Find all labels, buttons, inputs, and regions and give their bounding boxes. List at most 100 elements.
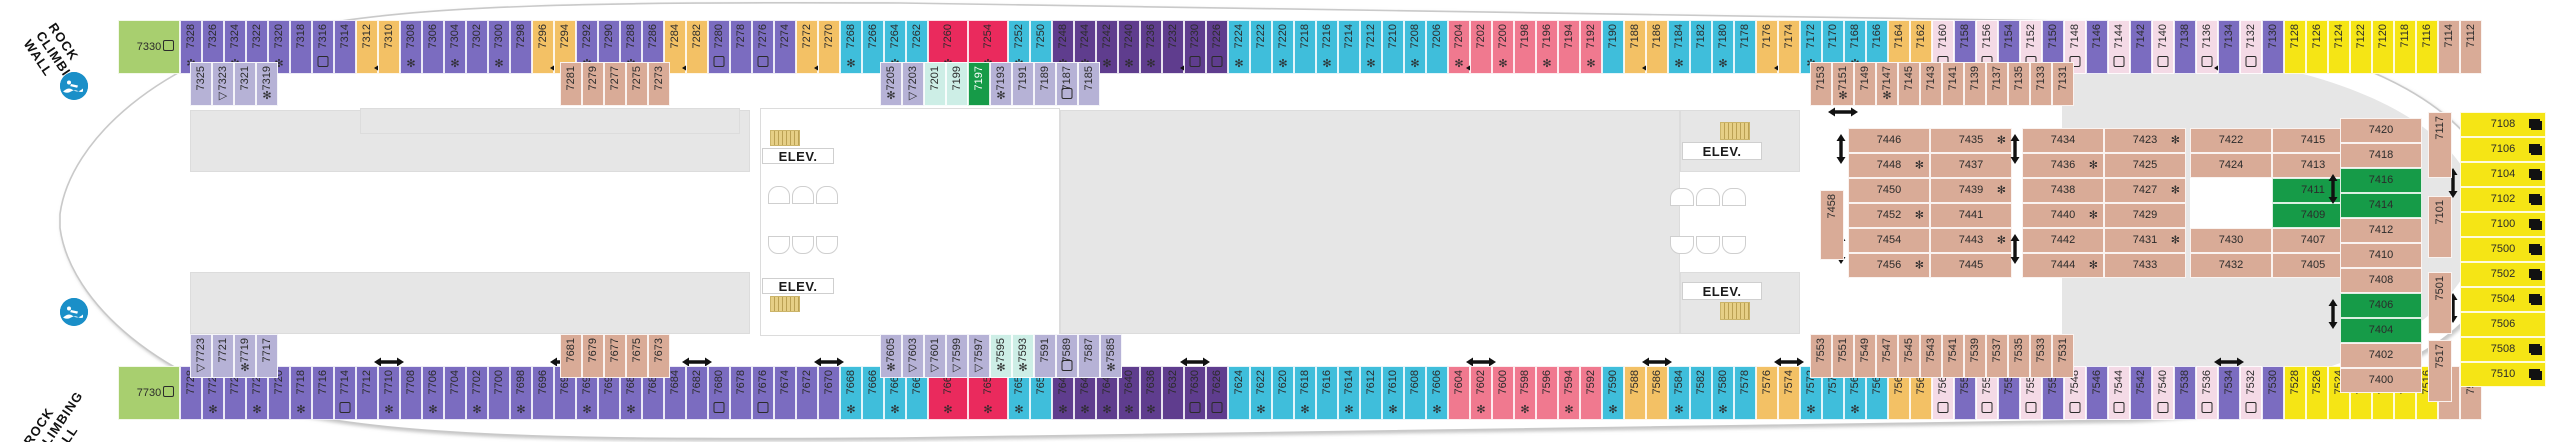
cabin-7679[interactable]: 7679 bbox=[582, 334, 604, 378]
cabin-7277[interactable]: 7277 bbox=[604, 62, 626, 106]
cabin-7590[interactable]: 7590 ✻ bbox=[1602, 366, 1624, 420]
cabin-7574[interactable]: 7574 bbox=[1778, 366, 1800, 420]
cabin-7135[interactable]: 7135 bbox=[2008, 62, 2030, 106]
cabin-7196[interactable]: 7196 ✻ bbox=[1536, 20, 1558, 74]
cabin-7544[interactable]: 7544 bbox=[2108, 366, 2130, 420]
cabin-7718[interactable]: 7718 ✻ bbox=[290, 366, 312, 420]
cabin-7300[interactable]: 7300 ✻ bbox=[488, 20, 510, 74]
cabin-7444[interactable]: 7444 ✻ bbox=[2022, 253, 2104, 278]
cabin-7616[interactable]: 7616 bbox=[1316, 366, 1338, 420]
cabin-7576[interactable]: 7576 bbox=[1756, 366, 1778, 420]
cabin-7182[interactable]: 7182 bbox=[1690, 20, 1712, 74]
cabin-7508[interactable]: 7508 bbox=[2460, 337, 2546, 362]
cabin-7202[interactable]: 7202 bbox=[1470, 20, 1492, 74]
cabin-7440[interactable]: 7440 ✻ bbox=[2022, 203, 2104, 228]
cabin-7594[interactable]: 7594 ✻ bbox=[1558, 366, 1580, 420]
elevator-label-fwd-top[interactable]: ELEV. bbox=[762, 148, 834, 164]
cabin-7456[interactable]: 7456 ✻ bbox=[1848, 253, 1930, 278]
cabin-7502[interactable]: 7502 bbox=[2460, 262, 2546, 287]
cabin-7542[interactable]: 7542 bbox=[2130, 366, 2152, 420]
cabin-7536[interactable]: 7536 bbox=[2196, 366, 2218, 420]
cabin-7137[interactable]: 7137 bbox=[1986, 62, 2008, 106]
cabin-7139[interactable]: 7139 bbox=[1964, 62, 1986, 106]
cabin-7408[interactable]: 7408 bbox=[2340, 268, 2422, 293]
cabin-7588[interactable]: 7588 bbox=[1624, 366, 1646, 420]
cabin-7282[interactable]: 7282 bbox=[686, 20, 708, 74]
cabin-7200[interactable]: 7200 ✻ bbox=[1492, 20, 1514, 74]
cabin-7541[interactable]: 7541 bbox=[1942, 334, 1964, 378]
cabin-7436[interactable]: 7436 ✻ bbox=[2022, 153, 2104, 178]
cabin-7706[interactable]: 7706 ✻ bbox=[422, 366, 444, 420]
cabin-7676[interactable]: 7676 bbox=[752, 366, 774, 420]
cabin-7214[interactable]: 7214 bbox=[1338, 20, 1360, 74]
cabin-7551[interactable]: 7551 bbox=[1832, 334, 1854, 378]
cabin-7547[interactable]: 7547 bbox=[1876, 334, 1898, 378]
cabin-7666[interactable]: 7666 bbox=[862, 366, 884, 420]
cabin-7191[interactable]: 7191 bbox=[1012, 62, 1034, 106]
cabin-7226[interactable]: 7226 bbox=[1206, 20, 1228, 74]
elevator-car-a3[interactable] bbox=[1722, 188, 1746, 206]
cabin-7721[interactable]: 7721 bbox=[212, 334, 234, 378]
cabin-7128[interactable]: 7128 bbox=[2284, 20, 2306, 74]
cabin-7416[interactable]: 7416 bbox=[2340, 168, 2422, 193]
cabin-7236[interactable]: 7236 ✻ bbox=[1140, 20, 1162, 74]
cabin-7458[interactable]: 7458 bbox=[1820, 190, 1844, 260]
cabin-7580[interactable]: 7580 ✻ bbox=[1712, 366, 1734, 420]
cabin-7189[interactable]: 7189 bbox=[1034, 62, 1056, 106]
elevator-label-aft-top[interactable]: ELEV. bbox=[1682, 142, 1762, 160]
cabin-7680[interactable]: 7680 bbox=[708, 366, 730, 420]
cabin-7435[interactable]: 7435 ✻ bbox=[1930, 128, 2012, 153]
cabin-7446[interactable]: 7446 bbox=[1848, 128, 1930, 153]
cabin-7153[interactable]: 7153 bbox=[1810, 62, 1832, 106]
cabin-7501[interactable]: 7501 bbox=[2428, 272, 2452, 334]
elevator-car-a1[interactable] bbox=[1670, 188, 1694, 206]
cabin-7185[interactable]: 7185 bbox=[1078, 62, 1100, 106]
cabin-7540[interactable]: 7540 bbox=[2152, 366, 2174, 420]
cabin-7448[interactable]: 7448 ✻ bbox=[1848, 153, 1930, 178]
cabin-7266[interactable]: 7266 bbox=[862, 20, 884, 74]
cabin-7281[interactable]: 7281 bbox=[560, 62, 582, 106]
cabin-7141[interactable]: 7141 bbox=[1942, 62, 1964, 106]
cabin-7424[interactable]: 7424 bbox=[2190, 153, 2272, 178]
cabin-7114[interactable]: 7114 bbox=[2438, 20, 2460, 74]
cabin-7205[interactable]: 7205 ✻ bbox=[880, 62, 902, 106]
cabin-7180[interactable]: 7180 ✻ bbox=[1712, 20, 1734, 74]
cabin-7296[interactable]: 7296 bbox=[532, 20, 554, 74]
cabin-7402[interactable]: 7402 bbox=[2340, 343, 2422, 368]
cabin-7443[interactable]: 7443 ✻ bbox=[1930, 228, 2012, 253]
cabin-7682[interactable]: 7682 bbox=[686, 366, 708, 420]
cabin-7454[interactable]: 7454 bbox=[1848, 228, 1930, 253]
cabin-7192[interactable]: 7192 ✻ bbox=[1580, 20, 1602, 74]
cabin-7441[interactable]: 7441 bbox=[1930, 203, 2012, 228]
cabin-7548[interactable]: 7548 bbox=[2064, 366, 2086, 420]
cabin-7432[interactable]: 7432 bbox=[2190, 253, 2272, 278]
cabin-7618[interactable]: 7618 ✻ bbox=[1294, 366, 1316, 420]
cabin-7224[interactable]: 7224 ✻ bbox=[1228, 20, 1250, 74]
cabin-7325[interactable]: 7325 bbox=[190, 62, 212, 106]
cabin-7136[interactable]: 7136 bbox=[2196, 20, 2218, 74]
cabin-7587[interactable]: 7587 bbox=[1078, 334, 1100, 378]
cabin-7433[interactable]: 7433 bbox=[2104, 253, 2186, 278]
cabin-7318[interactable]: 7318 bbox=[290, 20, 312, 74]
cabin-7312[interactable]: 7312 bbox=[356, 20, 378, 74]
cabin-7278[interactable]: 7278 bbox=[730, 20, 752, 74]
cabin-7533[interactable]: 7533 bbox=[2030, 334, 2052, 378]
cabin-7406[interactable]: 7406 bbox=[2340, 293, 2422, 318]
cabin-7184[interactable]: 7184 ✻ bbox=[1668, 20, 1690, 74]
cabin-7270[interactable]: 7270 bbox=[818, 20, 840, 74]
cabin-7206[interactable]: 7206 bbox=[1426, 20, 1448, 74]
elevator-car-t4[interactable] bbox=[768, 236, 790, 254]
cabin-7586[interactable]: 7586 bbox=[1646, 366, 1668, 420]
elevator-car-t6[interactable] bbox=[816, 236, 838, 254]
cabin-7102[interactable]: 7102 bbox=[2460, 187, 2546, 212]
cabin-7220[interactable]: 7220 ✻ bbox=[1272, 20, 1294, 74]
cabin-7280[interactable]: 7280 bbox=[708, 20, 730, 74]
cabin-7434[interactable]: 7434 bbox=[2022, 128, 2104, 153]
cabin-7199[interactable]: 7199 bbox=[946, 62, 968, 106]
elevator-car-a5[interactable] bbox=[1696, 236, 1720, 254]
elevator-label-fwd-bottom[interactable]: ELEV. bbox=[762, 278, 834, 294]
elevator-car-t5[interactable] bbox=[792, 236, 814, 254]
cabin-7133[interactable]: 7133 bbox=[2030, 62, 2052, 106]
cabin-7240[interactable]: 7240 ✻ bbox=[1118, 20, 1140, 74]
cabin-7140[interactable]: 7140 bbox=[2152, 20, 2174, 74]
